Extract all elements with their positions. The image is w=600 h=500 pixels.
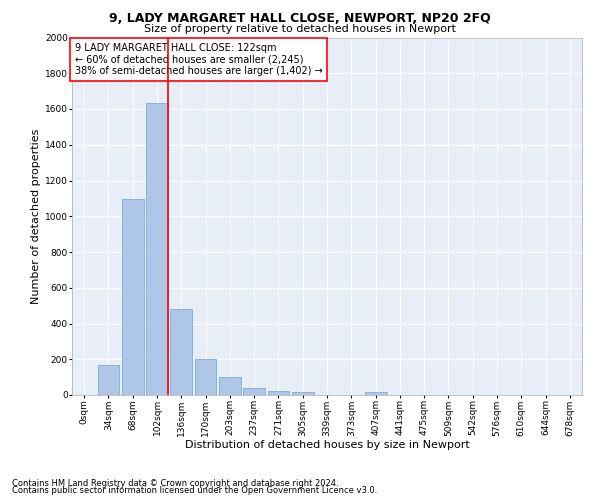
Y-axis label: Number of detached properties: Number of detached properties <box>31 128 41 304</box>
Text: 9, LADY MARGARET HALL CLOSE, NEWPORT, NP20 2FQ: 9, LADY MARGARET HALL CLOSE, NEWPORT, NP… <box>109 12 491 26</box>
Text: Contains HM Land Registry data © Crown copyright and database right 2024.: Contains HM Land Registry data © Crown c… <box>12 478 338 488</box>
Bar <box>219 377 241 395</box>
Bar <box>97 364 119 395</box>
Bar <box>365 392 386 395</box>
Bar <box>122 200 143 395</box>
Text: 9 LADY MARGARET HALL CLOSE: 122sqm
← 60% of detached houses are smaller (2,245)
: 9 LADY MARGARET HALL CLOSE: 122sqm ← 60%… <box>74 43 322 76</box>
Bar <box>268 391 289 395</box>
Bar <box>292 392 314 395</box>
Text: Size of property relative to detached houses in Newport: Size of property relative to detached ho… <box>144 24 456 34</box>
Text: Contains public sector information licensed under the Open Government Licence v3: Contains public sector information licen… <box>12 486 377 495</box>
Bar <box>170 309 192 395</box>
Bar <box>243 388 265 395</box>
X-axis label: Distribution of detached houses by size in Newport: Distribution of detached houses by size … <box>185 440 469 450</box>
Bar <box>194 359 217 395</box>
Bar <box>146 102 168 395</box>
